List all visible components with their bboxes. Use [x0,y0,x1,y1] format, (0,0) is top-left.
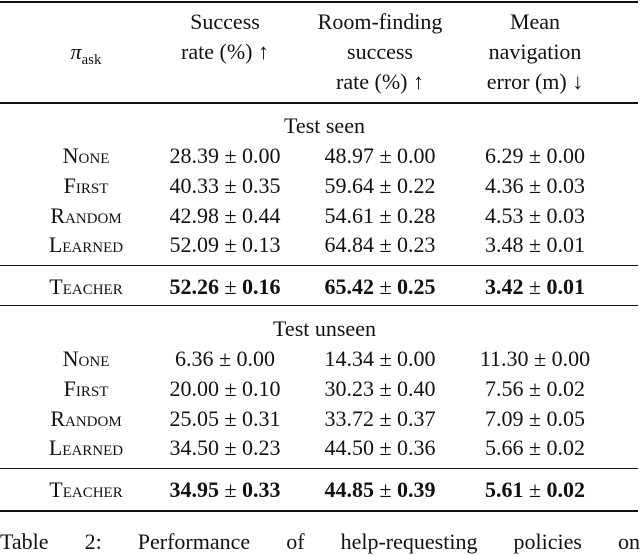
column-header: rate (%) ↑ [181,39,269,64]
method: Teacher [49,274,123,299]
cell: 34.50 ± 0.23 [169,435,281,460]
cell: 4.36 ± 0.03 [484,173,586,198]
pm: ± [379,477,392,502]
cell: 28.39 ± 0.00 [169,143,281,168]
method: Teacher [49,477,123,502]
mean: 5.61 [484,477,524,502]
cell: 20.00 ± 0.10 [169,376,281,401]
cell: 44.50 ± 0.36 [324,435,436,460]
sd: 0.01 [546,274,586,299]
cell: 33.72 ± 0.37 [324,406,436,431]
best-cell: 44.85 ± 0.39 [324,477,435,503]
column-header: rate (%) ↑ [336,69,424,94]
section-title: Test unseen [273,316,376,341]
best-cell: 5.61 ± 0.02 [485,477,585,503]
cell: 25.05 ± 0.31 [169,406,281,431]
cell: 7.09 ± 0.05 [484,406,586,431]
best-cell: 3.42 ± 0.01 [485,274,585,300]
best-cell: 52.26 ± 0.16 [169,274,280,300]
cell: 5.66 ± 0.02 [484,435,586,460]
best-cell: 65.42 ± 0.25 [324,274,435,300]
column-header: error (m) ↓ [486,69,584,94]
pi-ask: πask [70,39,101,69]
caption: Table 2: Performance of help-requesting … [0,529,640,554]
method: First [63,173,109,198]
bottom-rule [0,510,638,512]
cell: 64.84 ± 0.23 [324,232,436,257]
method: Learned [48,232,124,257]
symbol: π [70,38,82,64]
rule [0,468,638,469]
sd: 0.39 [397,477,436,502]
rule [0,265,638,266]
pm: ± [528,274,542,299]
pm: ± [224,274,237,299]
cell: 3.48 ± 0.01 [484,232,586,257]
cell: 6.29 ± 0.00 [484,143,586,168]
pm: ± [224,477,237,502]
cell: 54.61 ± 0.28 [324,203,436,228]
cell: 14.34 ± 0.00 [324,346,436,371]
sd: 0.25 [397,274,436,299]
column-header: Room-finding [317,9,443,34]
column-header: navigation [488,39,582,64]
cell: 40.33 ± 0.35 [169,173,281,198]
mean: 65.42 [324,274,374,299]
mean: 52.26 [169,274,219,299]
cell: 48.97 ± 0.00 [324,143,436,168]
header-rule [0,102,638,104]
pm: ± [379,274,392,299]
cell: 7.56 ± 0.02 [484,376,586,401]
method: None [62,346,110,371]
top-rule [0,1,638,3]
column-header: success [347,39,413,64]
method: Learned [48,435,124,460]
section-title: Test seen [284,113,365,138]
sd: 0.02 [546,477,586,502]
sd: 0.33 [242,477,281,502]
mean: 34.95 [169,477,219,502]
rule [0,305,638,306]
cell: 6.36 ± 0.00 [174,346,276,371]
sd: 0.16 [242,274,281,299]
cell: 30.23 ± 0.40 [324,376,436,401]
cell: 42.98 ± 0.44 [169,203,281,228]
method: First [63,376,109,401]
best-cell: 34.95 ± 0.33 [169,477,280,503]
method: Random [50,406,122,431]
pm: ± [528,477,542,502]
column-header: Mean [509,9,561,34]
subscript: ask [81,52,102,69]
cell: 59.64 ± 0.22 [324,173,436,198]
cell: 52.09 ± 0.13 [169,232,281,257]
cell: 4.53 ± 0.03 [484,203,586,228]
cell: 11.30 ± 0.00 [479,346,591,371]
method: Random [50,203,122,228]
mean: 3.42 [484,274,524,299]
column-header: Success [190,9,260,34]
method: None [62,143,110,168]
mean: 44.85 [324,477,374,502]
